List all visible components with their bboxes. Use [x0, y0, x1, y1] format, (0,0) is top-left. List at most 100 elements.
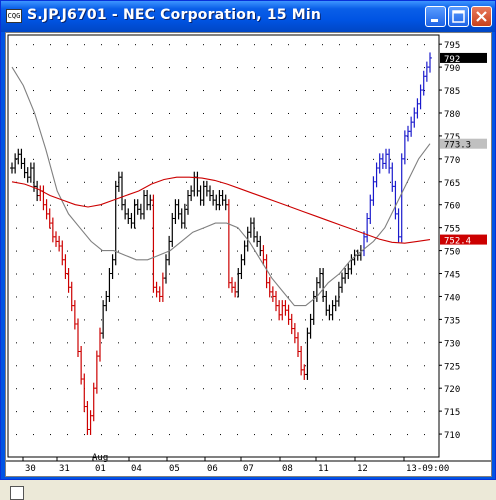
y-tick-label: 765	[444, 179, 460, 189]
chart-area[interactable]: 710 715 720 725 730 735 740 745 750 755 760 765 770 7…	[5, 32, 492, 500]
grid-dot	[16, 227, 17, 229]
price-chart[interactable]: 710 715 720 725 730 735 740 745 750 755 760 765 770 7…	[6, 33, 491, 476]
grid-dot	[67, 44, 68, 46]
ma-long-value-tag-bg	[440, 234, 487, 245]
title-bar[interactable]: CQG S.JP.J6701 - NEC Corporation, 15 Min	[1, 1, 495, 32]
grid-dot	[305, 388, 306, 390]
grid-dot	[84, 90, 85, 92]
grid-dot	[356, 411, 357, 413]
grid-dot	[339, 434, 340, 436]
grid-dot	[424, 135, 425, 137]
grid-dot	[373, 90, 374, 92]
grid-dot	[101, 342, 102, 344]
grid-dot	[16, 296, 17, 298]
app-icon[interactable]: CQG	[6, 9, 22, 23]
grid-dot	[339, 250, 340, 252]
grid-dot	[254, 67, 255, 69]
grid-dot	[135, 296, 136, 298]
maximize-button[interactable]	[448, 6, 469, 27]
grid-dot	[424, 273, 425, 275]
y-tick-label: 740	[444, 293, 460, 303]
grid-dot	[118, 67, 119, 69]
grid-dot	[271, 112, 272, 114]
grid-dot	[101, 204, 102, 206]
grid-dot	[16, 273, 17, 275]
grid-dot	[152, 44, 153, 46]
grid-dot	[135, 44, 136, 46]
grid-dot	[237, 411, 238, 413]
grid-dot	[101, 319, 102, 321]
grid-dot	[288, 296, 289, 298]
grid-dot	[186, 434, 187, 436]
grid-dot	[118, 227, 119, 229]
grid-dot	[101, 434, 102, 436]
grid-dot	[16, 250, 17, 252]
grid-dot	[356, 250, 357, 252]
grid-dot	[118, 273, 119, 275]
grid-dot	[203, 411, 204, 413]
grid-dot	[16, 434, 17, 436]
grid-dot	[67, 227, 68, 229]
grid-dot	[203, 342, 204, 344]
grid-dot	[50, 388, 51, 390]
grid-dot	[135, 135, 136, 137]
grid-dot	[152, 365, 153, 367]
grid-dot	[305, 181, 306, 183]
y-tick-label: 755	[444, 225, 460, 235]
grid-dot	[101, 388, 102, 390]
close-button[interactable]	[471, 6, 492, 27]
grid-dot	[118, 296, 119, 298]
grid-dot	[220, 158, 221, 160]
grid-dot	[220, 90, 221, 92]
y-tick-label: 720	[444, 385, 460, 395]
y-tick-label: 745	[444, 271, 460, 281]
grid-dot	[152, 90, 153, 92]
grid-dot	[135, 319, 136, 321]
grid-dot	[339, 296, 340, 298]
grid-dot	[390, 181, 391, 183]
grid-dot	[84, 434, 85, 436]
grid-dot	[373, 388, 374, 390]
grid-dot	[84, 181, 85, 183]
grid-dot	[152, 112, 153, 114]
grid-dot	[288, 227, 289, 229]
grid-dot	[118, 411, 119, 413]
grid-dot	[356, 296, 357, 298]
grid-dot	[33, 158, 34, 160]
grid-dot	[169, 44, 170, 46]
grid-dot	[67, 411, 68, 413]
grid-dot	[271, 273, 272, 275]
grid-dot	[186, 411, 187, 413]
grid-dot	[84, 273, 85, 275]
grid-dot	[118, 112, 119, 114]
grid-dot	[339, 135, 340, 137]
grid-dot	[322, 227, 323, 229]
grid-dot	[16, 204, 17, 206]
grid-dot	[33, 227, 34, 229]
grid-dot	[169, 67, 170, 69]
x-tick-label: 12	[357, 464, 368, 474]
grid-dot	[356, 388, 357, 390]
chart-scroll-box[interactable]	[10, 486, 24, 500]
grid-dot	[339, 67, 340, 69]
ma-long-line	[11, 176, 431, 244]
grid-dot	[373, 296, 374, 298]
grid-dot	[169, 204, 170, 206]
grid-dot	[305, 112, 306, 114]
grid-dot	[356, 135, 357, 137]
grid-dot	[152, 434, 153, 436]
grid-dot	[424, 342, 425, 344]
grid-dot	[390, 90, 391, 92]
grid-dot	[84, 342, 85, 344]
grid-dot	[305, 90, 306, 92]
grid-dot	[101, 227, 102, 229]
grid-dot	[305, 434, 306, 436]
last-price-tag: 792	[444, 55, 460, 65]
grid-dot	[118, 135, 119, 137]
grid-dot	[220, 227, 221, 229]
minimize-button[interactable]	[425, 6, 446, 27]
grid-dot	[118, 434, 119, 436]
grid-dot	[50, 135, 51, 137]
grid-dot	[220, 250, 221, 252]
grid-dot	[373, 44, 374, 46]
